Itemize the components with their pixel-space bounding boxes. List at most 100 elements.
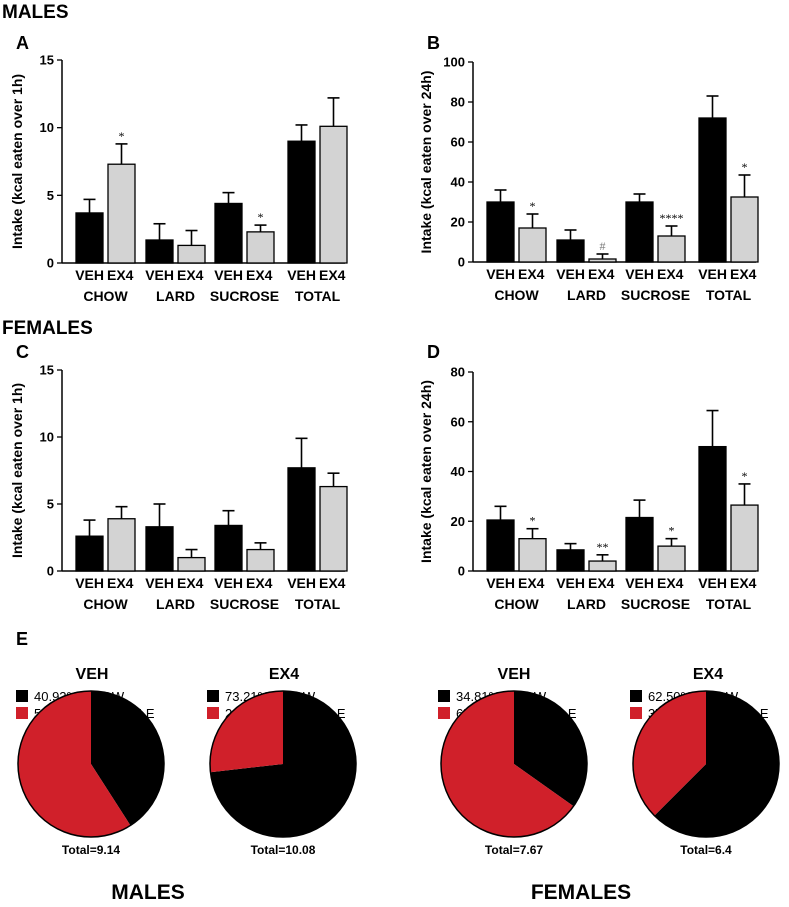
footer-females: FEMALES <box>531 881 631 904</box>
significance-mark: * <box>530 199 536 213</box>
pie-slice-chow <box>91 691 164 826</box>
y-tick-label: 80 <box>451 95 465 110</box>
pie-slice-chow <box>654 691 779 838</box>
y-tick-label: 10 <box>40 120 54 135</box>
group-label: CHOW <box>494 287 539 303</box>
bar-label: EX4 <box>319 267 346 283</box>
bar-ex4-sucrose <box>657 235 686 263</box>
y-tick-label: 15 <box>40 363 54 378</box>
bar-veh-chow <box>486 201 515 263</box>
significance-mark: **** <box>660 211 684 225</box>
group-label: LARD <box>567 287 606 303</box>
bar-label: EX4 <box>177 267 204 283</box>
y-axis-label: Intake (kcal eaten over 1h) <box>9 383 25 558</box>
bar-ex4-chow <box>107 163 136 264</box>
pie-slice-chow <box>514 691 588 807</box>
y-tick-label: 80 <box>451 365 465 380</box>
group-label: TOTAL <box>706 287 752 303</box>
group-label: SUCROSE <box>210 288 279 304</box>
y-axis-label: Intake (kcal eaten over 1h) <box>9 74 25 249</box>
pie-title: EX4 <box>693 666 723 683</box>
significance-mark: * <box>742 469 748 483</box>
bar-veh-lard <box>145 526 174 572</box>
bar-label: VEH <box>556 575 585 591</box>
bar-label: EX4 <box>730 575 757 591</box>
bar-label: VEH <box>556 266 585 282</box>
pie-slice-palatable <box>209 691 283 773</box>
y-tick-label: 20 <box>451 514 465 529</box>
bar-chart-d: D Intake (kcal eaten over 24h) 0 20 40 60 80 VE… <box>418 342 759 612</box>
bar-label: VEH <box>75 267 104 283</box>
bar-veh-sucrose <box>625 201 654 263</box>
y-axis-label: Intake (kcal eaten over 24h) <box>418 71 434 254</box>
bar-ex4-total <box>319 485 348 572</box>
legend-swatch-palatable <box>438 707 450 719</box>
legend-swatch-chow <box>438 690 450 702</box>
panels: A Intake (kcal eaten over 1h) 0 5 10 15 VEH * EX… <box>9 33 780 857</box>
y-tick-label: 0 <box>47 564 54 579</box>
bar-ex4-chow <box>107 518 136 572</box>
bar-label: VEH <box>75 575 104 591</box>
panel-letter: B <box>427 33 440 53</box>
legend-swatch-palatable <box>207 707 219 719</box>
significance-mark: * <box>258 210 264 224</box>
bar-label: VEH <box>486 575 515 591</box>
y-tick-label: 5 <box>47 497 54 512</box>
y-tick-label: 0 <box>458 255 465 270</box>
bar-veh-total <box>287 467 316 572</box>
bar-ex4-lard <box>588 258 617 263</box>
pie-title: VEH <box>76 666 109 683</box>
legend-swatch-chow <box>630 690 642 702</box>
y-tick-label: 60 <box>451 135 465 150</box>
pie-slice-palatable <box>17 691 131 837</box>
pie-title: EX4 <box>269 666 299 683</box>
bar-veh-total <box>698 117 727 263</box>
bar-label: EX4 <box>107 575 134 591</box>
group-label: SUCROSE <box>210 596 279 612</box>
bar-label: EX4 <box>588 266 615 282</box>
y-tick-label: 40 <box>451 175 465 190</box>
group-label: CHOW <box>83 596 128 612</box>
pie-total: Total=10.08 <box>251 843 316 857</box>
section-title-males: MALES <box>2 2 69 23</box>
group-label: LARD <box>156 288 195 304</box>
bar-veh-lard <box>556 549 585 572</box>
panel-letter: E <box>16 629 28 649</box>
group-label: TOTAL <box>295 596 341 612</box>
panel-letter: D <box>427 342 440 362</box>
bar-label: EX4 <box>518 266 545 282</box>
bar-ex4-lard <box>588 560 617 572</box>
y-tick-label: 5 <box>47 188 54 203</box>
group-label: TOTAL <box>706 596 752 612</box>
bar-veh-sucrose <box>214 202 243 264</box>
bar-veh-sucrose <box>625 516 654 572</box>
bar-label: VEH <box>625 575 654 591</box>
pie-title: VEH <box>498 666 531 683</box>
bar-label: EX4 <box>107 267 134 283</box>
bar-label: VEH <box>145 267 174 283</box>
bar-label: VEH <box>698 266 727 282</box>
bar-veh-total <box>698 445 727 572</box>
y-tick-label: 15 <box>40 53 54 68</box>
pie-outline <box>17 690 165 838</box>
group-label: CHOW <box>83 288 128 304</box>
panel-letter: A <box>16 33 29 53</box>
group-label: LARD <box>567 596 606 612</box>
bar-label: EX4 <box>246 267 273 283</box>
pie-total: Total=7.67 <box>485 843 543 857</box>
bar-label: EX4 <box>518 575 545 591</box>
y-tick-label: 40 <box>451 464 465 479</box>
pie-slice-chow <box>210 691 356 837</box>
group-label: SUCROSE <box>621 596 690 612</box>
bar-label: EX4 <box>246 575 273 591</box>
bar-ex4-sucrose <box>657 545 686 572</box>
bar-label: EX4 <box>177 575 204 591</box>
pie-outline <box>440 690 588 838</box>
group-label: LARD <box>156 596 195 612</box>
bar-ex4-lard <box>177 556 206 572</box>
pie-outline <box>209 690 357 838</box>
pie-slice-palatable <box>632 691 706 816</box>
